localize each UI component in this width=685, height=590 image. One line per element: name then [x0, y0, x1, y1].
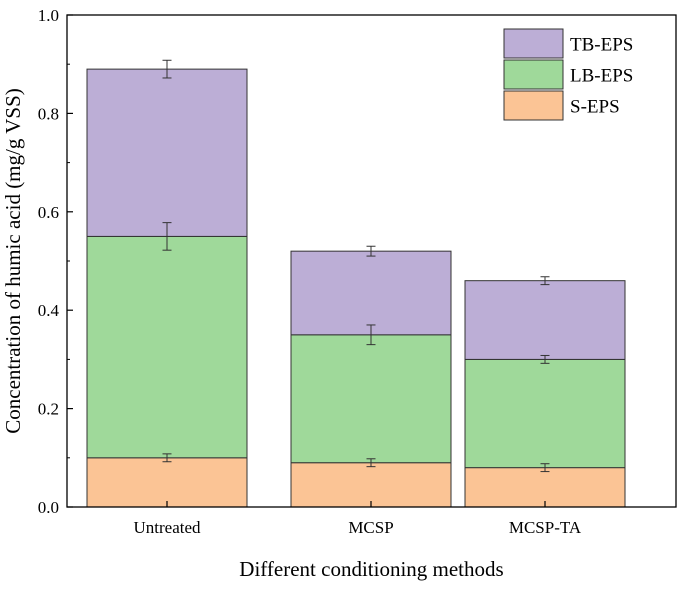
- legend-label: TB-EPS: [570, 35, 633, 56]
- bar-mcsp-s-eps: [290, 462, 452, 508]
- legend-item-lb-eps: LB-EPS: [503, 59, 633, 90]
- bar-mcsp-tb-eps: [290, 250, 452, 336]
- bar-untreated-lb-eps: [86, 235, 248, 459]
- bar-untreated-s-eps: [86, 457, 248, 508]
- error-bar-mcsp-ta-s-eps: [540, 463, 550, 473]
- legend-item-tb-eps: TB-EPS: [503, 28, 633, 59]
- error-bar-mcsp-ta-lb-eps: [540, 354, 550, 364]
- bar-mcsp-ta-s-eps: [464, 467, 626, 508]
- error-bar-untreated-lb-eps: [162, 222, 172, 251]
- legend-swatch: [503, 28, 564, 59]
- legend-label: S-EPS: [570, 97, 620, 118]
- error-bar-untreated-tb-eps: [162, 59, 172, 79]
- y-tick-label: 1.0: [38, 6, 59, 25]
- y-tick-label: 0.4: [38, 301, 60, 320]
- bar-untreated-tb-eps: [86, 68, 248, 237]
- y-tick-label: 0.0: [38, 498, 59, 517]
- x-tick-label: MCSP-TA: [509, 518, 582, 537]
- y-tick-label: 0.2: [38, 400, 59, 419]
- x-tick-label: Untreated: [133, 518, 201, 537]
- error-bar-mcsp-ta-tb-eps: [540, 276, 550, 286]
- x-tick-label: MCSP: [348, 518, 393, 537]
- y-axis-title: Concentration of humic acid (mg/g VSS): [1, 88, 25, 433]
- error-bar-mcsp-s-eps: [366, 458, 376, 468]
- legend-swatch: [503, 90, 564, 121]
- legend-swatch: [503, 59, 564, 90]
- bar-mcsp-ta-tb-eps: [464, 280, 626, 360]
- error-bar-untreated-s-eps: [162, 453, 172, 463]
- legend-label: LB-EPS: [570, 66, 633, 87]
- x-axis-title: Different conditioning methods: [239, 557, 503, 581]
- bars-layer: [86, 68, 626, 508]
- error-bars-layer: [162, 59, 550, 473]
- axes-layer: 0.0 0.2 0.4 0.6 0.8 1.0 Untreated MCSP MCSP-TA: [38, 6, 677, 537]
- legend: TB-EPS LB-EPS S-EPS: [503, 28, 633, 121]
- bar-mcsp-lb-eps: [290, 334, 452, 464]
- y-tick-label: 0.6: [38, 203, 59, 222]
- y-tick-label: 0.8: [38, 104, 59, 123]
- legend-item-s-eps: S-EPS: [503, 90, 620, 121]
- error-bar-mcsp-tb-eps: [366, 245, 376, 257]
- error-bar-mcsp-lb-eps: [366, 324, 376, 346]
- bar-mcsp-ta-lb-eps: [464, 358, 626, 469]
